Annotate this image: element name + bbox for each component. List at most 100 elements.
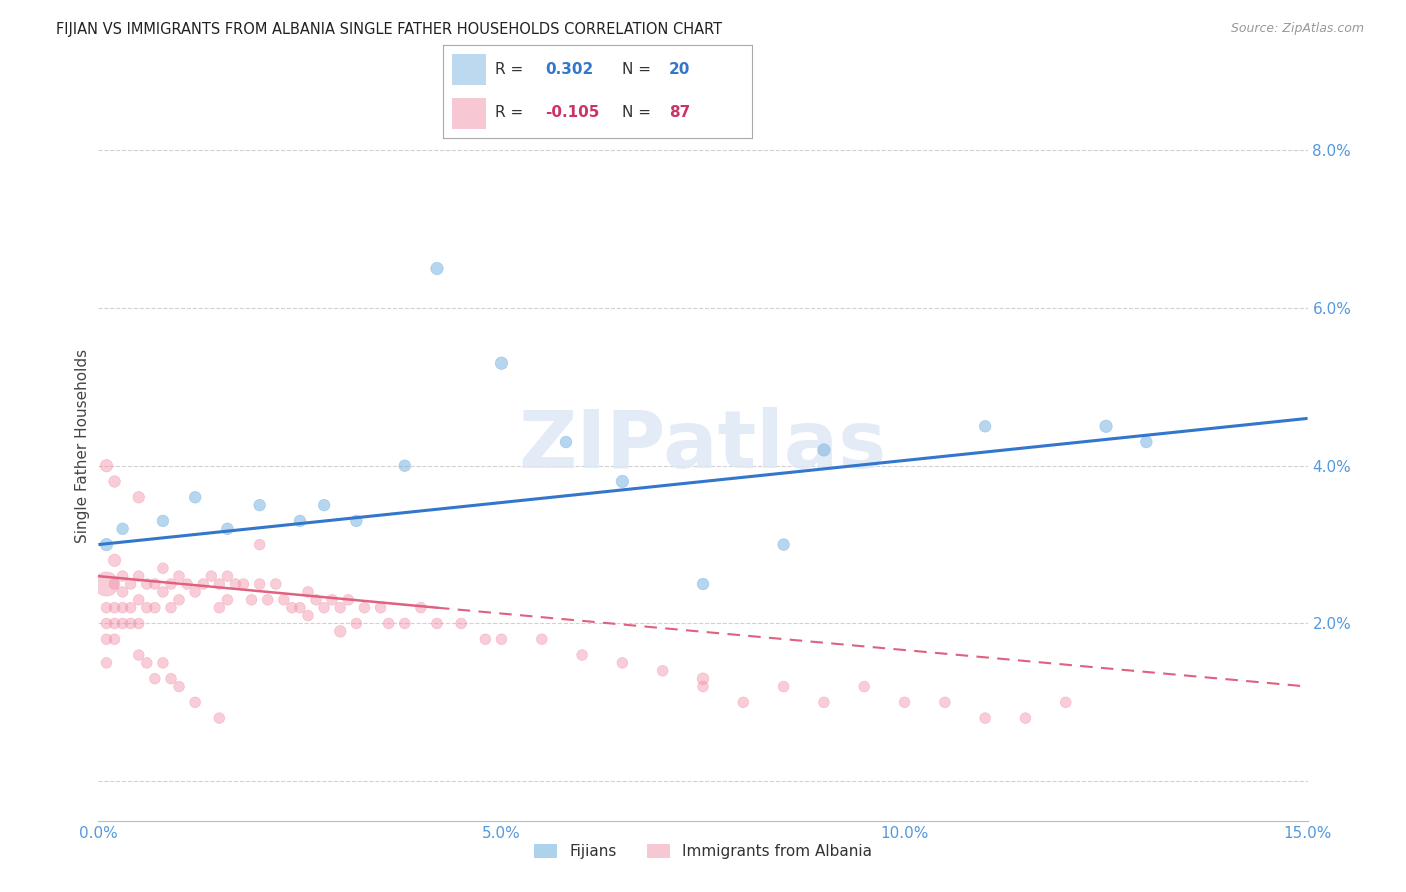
Text: R =: R = bbox=[495, 62, 529, 78]
Point bbox=[853, 680, 876, 694]
Point bbox=[128, 490, 150, 504]
Bar bbox=[453, 54, 486, 85]
Point bbox=[176, 577, 198, 591]
Point bbox=[240, 592, 263, 607]
Point bbox=[128, 616, 150, 631]
Point bbox=[1014, 711, 1036, 725]
Point bbox=[111, 585, 134, 599]
Point bbox=[772, 680, 794, 694]
Point bbox=[193, 577, 215, 591]
Point bbox=[733, 695, 755, 709]
Point bbox=[152, 561, 174, 575]
Point bbox=[103, 475, 125, 489]
Point bbox=[143, 672, 166, 686]
Point bbox=[103, 600, 125, 615]
Point bbox=[256, 592, 278, 607]
Point bbox=[184, 695, 207, 709]
Point bbox=[394, 458, 416, 473]
Point bbox=[281, 600, 304, 615]
Point bbox=[128, 648, 150, 662]
Point bbox=[321, 592, 343, 607]
Point bbox=[160, 672, 183, 686]
Point bbox=[813, 695, 835, 709]
Y-axis label: Single Father Households: Single Father Households bbox=[75, 349, 90, 543]
Text: 20: 20 bbox=[669, 62, 690, 78]
Text: R =: R = bbox=[495, 105, 529, 120]
Point bbox=[426, 261, 449, 276]
Point bbox=[329, 624, 352, 639]
Point bbox=[128, 592, 150, 607]
Point bbox=[160, 600, 183, 615]
Point bbox=[217, 592, 239, 607]
Point bbox=[974, 419, 997, 434]
Point bbox=[120, 600, 142, 615]
Point bbox=[651, 664, 673, 678]
Point bbox=[377, 616, 399, 631]
Point bbox=[612, 656, 634, 670]
Point bbox=[249, 498, 271, 512]
Point bbox=[167, 680, 190, 694]
Point bbox=[314, 600, 336, 615]
Point bbox=[692, 577, 714, 591]
Point bbox=[103, 632, 125, 647]
Point bbox=[264, 577, 287, 591]
Point bbox=[297, 608, 319, 623]
Point bbox=[96, 458, 118, 473]
Point bbox=[692, 672, 714, 686]
Point bbox=[344, 514, 367, 528]
Point bbox=[530, 632, 553, 647]
Point bbox=[152, 656, 174, 670]
Point bbox=[184, 490, 207, 504]
Point bbox=[1054, 695, 1077, 709]
Text: 0.302: 0.302 bbox=[546, 62, 593, 78]
Point bbox=[314, 498, 336, 512]
Point bbox=[491, 356, 513, 370]
Point bbox=[96, 656, 118, 670]
Point bbox=[103, 553, 125, 567]
Point bbox=[337, 592, 360, 607]
Point bbox=[232, 577, 254, 591]
Text: 87: 87 bbox=[669, 105, 690, 120]
Point bbox=[96, 616, 118, 631]
Point bbox=[152, 514, 174, 528]
Point bbox=[96, 538, 118, 552]
Point bbox=[692, 680, 714, 694]
Point bbox=[208, 577, 231, 591]
Point bbox=[135, 577, 157, 591]
Point bbox=[224, 577, 246, 591]
Point bbox=[1135, 435, 1157, 450]
Point bbox=[160, 577, 183, 591]
Text: N =: N = bbox=[623, 105, 657, 120]
Point bbox=[288, 600, 311, 615]
Text: ZIPatlas: ZIPatlas bbox=[519, 407, 887, 485]
Point bbox=[813, 442, 835, 457]
Point bbox=[120, 577, 142, 591]
Point bbox=[612, 475, 634, 489]
Point bbox=[152, 585, 174, 599]
Point bbox=[329, 600, 352, 615]
Point bbox=[491, 632, 513, 647]
Text: N =: N = bbox=[623, 62, 657, 78]
Point bbox=[772, 538, 794, 552]
Point bbox=[111, 616, 134, 631]
Point bbox=[135, 600, 157, 615]
Point bbox=[1095, 419, 1118, 434]
Bar bbox=[453, 98, 486, 129]
Point bbox=[555, 435, 578, 450]
Point bbox=[96, 632, 118, 647]
Point bbox=[217, 569, 239, 583]
Point bbox=[474, 632, 496, 647]
Point bbox=[571, 648, 593, 662]
Point bbox=[394, 616, 416, 631]
Point bbox=[167, 592, 190, 607]
Point bbox=[143, 577, 166, 591]
Point bbox=[344, 616, 367, 631]
Point bbox=[143, 600, 166, 615]
Point bbox=[934, 695, 956, 709]
Point bbox=[128, 569, 150, 583]
Point bbox=[974, 711, 997, 725]
Point bbox=[167, 569, 190, 583]
Point bbox=[353, 600, 375, 615]
Point bbox=[111, 569, 134, 583]
Point bbox=[297, 585, 319, 599]
